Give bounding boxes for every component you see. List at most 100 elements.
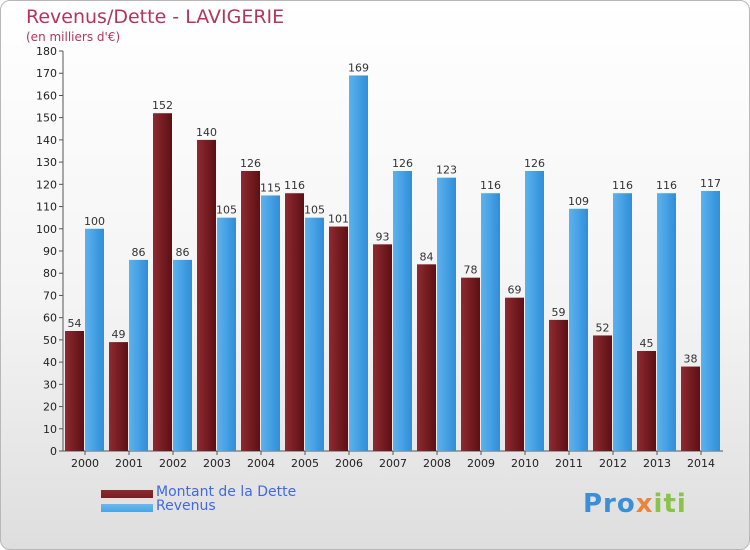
bar-revenus [217, 217, 236, 451]
y-tick-label: 140 [36, 134, 57, 147]
bar-revenus [569, 208, 588, 451]
y-tick-label: 120 [36, 178, 57, 191]
data-label-dette: 54 [68, 317, 82, 330]
x-tick-label: 2000 [71, 457, 99, 470]
bar-revenus [129, 259, 148, 451]
x-tick-label: 2006 [335, 457, 363, 470]
data-label-dette: 78 [464, 264, 478, 277]
proxiti-logo: Proxiti [583, 489, 687, 519]
data-label-dette: 45 [640, 337, 654, 350]
y-tick-label: 0 [50, 445, 57, 458]
data-label-revenus: 109 [568, 195, 589, 208]
data-label-revenus: 116 [480, 179, 501, 192]
bar-dette [153, 113, 172, 451]
bar-dette [241, 171, 260, 451]
x-tick-label: 2001 [115, 457, 143, 470]
data-label-revenus: 100 [84, 215, 105, 228]
bar-dette [373, 244, 392, 451]
data-label-revenus: 86 [176, 246, 190, 259]
y-tick-label: 100 [36, 223, 57, 236]
bar-dette [461, 277, 480, 451]
y-tick-label: 20 [43, 401, 57, 414]
data-label-revenus: 169 [348, 61, 369, 74]
x-tick-label: 2007 [379, 457, 407, 470]
data-label-dette: 38 [684, 353, 698, 366]
y-tick-label: 130 [36, 156, 57, 169]
data-label-revenus: 126 [524, 157, 545, 170]
data-label-dette: 49 [112, 328, 126, 341]
y-tick-label: 150 [36, 112, 57, 125]
data-label-dette: 126 [240, 157, 261, 170]
data-label-revenus: 115 [260, 181, 281, 194]
bar-dette [593, 335, 612, 451]
bar-revenus [261, 195, 280, 451]
x-tick-label: 2014 [687, 457, 715, 470]
y-tick-label: 110 [36, 201, 57, 214]
bar-dette [285, 193, 304, 451]
y-tick-label: 60 [43, 312, 57, 325]
bar-revenus [85, 228, 104, 451]
bar-dette [505, 297, 524, 451]
bar-revenus [525, 171, 544, 451]
bar-dette [109, 342, 128, 451]
legend-label-revenus: Revenus [156, 498, 216, 514]
bar-dette [329, 226, 348, 451]
bar-dette [681, 366, 700, 451]
x-tick-label: 2009 [467, 457, 495, 470]
legend-label-dette: Montant de la Dette [156, 484, 297, 500]
logo-part-2: x [635, 489, 654, 519]
bar-revenus [657, 193, 676, 451]
data-label-dette: 116 [284, 179, 305, 192]
x-tick-label: 2010 [511, 457, 539, 470]
logo-part-1: Pro [583, 489, 636, 519]
data-label-dette: 152 [152, 99, 173, 112]
data-label-revenus: 86 [132, 246, 146, 259]
y-tick-label: 170 [36, 67, 57, 80]
data-label-revenus: 116 [612, 179, 633, 192]
data-label-dette: 93 [376, 230, 390, 243]
y-tick-label: 70 [43, 289, 57, 302]
chart-subtitle: (en milliers d'€) [26, 30, 121, 44]
x-tick-label: 2011 [555, 457, 583, 470]
y-tick-label: 80 [43, 267, 57, 280]
bar-dette [637, 351, 656, 451]
x-tick-label: 2005 [291, 457, 319, 470]
bar-revenus [481, 193, 500, 451]
data-label-dette: 101 [328, 213, 349, 226]
data-label-dette: 84 [420, 250, 434, 263]
bar-revenus [437, 177, 456, 451]
legend-swatch-revenus [101, 504, 153, 512]
bar-revenus [701, 191, 720, 451]
x-tick-label: 2013 [643, 457, 671, 470]
y-tick-label: 50 [43, 334, 57, 347]
logo-part-3: iti [653, 489, 687, 519]
chart-title: Revenus/Dette - LAVIGERIE [26, 6, 285, 28]
bar-revenus [305, 217, 324, 451]
y-tick-label: 10 [43, 423, 57, 436]
data-label-revenus: 105 [304, 204, 325, 217]
bar-revenus [349, 75, 368, 451]
y-tick-label: 90 [43, 245, 57, 258]
data-label-dette: 140 [196, 126, 217, 139]
bar-revenus [613, 193, 632, 451]
x-tick-label: 2003 [203, 457, 231, 470]
y-tick-label: 30 [43, 378, 57, 391]
bar-revenus [173, 259, 192, 451]
bar-dette [549, 319, 568, 451]
y-tick-label: 180 [36, 45, 57, 58]
data-label-revenus: 123 [436, 164, 457, 177]
x-tick-label: 2004 [247, 457, 275, 470]
x-tick-label: 2008 [423, 457, 451, 470]
bar-dette [417, 264, 436, 451]
bar-revenus [393, 171, 412, 451]
data-label-revenus: 117 [700, 177, 721, 190]
data-label-revenus: 126 [392, 157, 413, 170]
x-tick-label: 2012 [599, 457, 627, 470]
y-tick-label: 40 [43, 356, 57, 369]
y-tick-label: 160 [36, 89, 57, 102]
data-label-revenus: 116 [656, 179, 677, 192]
x-tick-label: 2002 [159, 457, 187, 470]
data-label-revenus: 105 [216, 204, 237, 217]
